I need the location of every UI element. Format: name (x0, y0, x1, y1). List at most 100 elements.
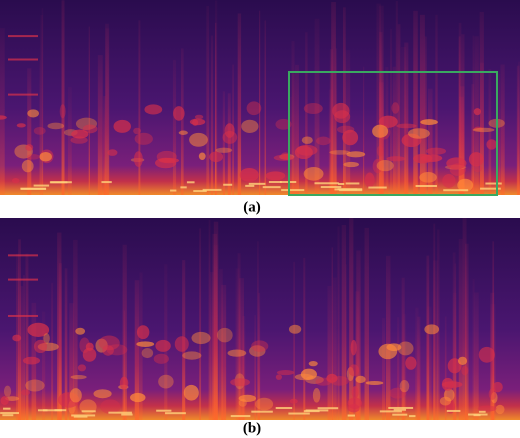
streak (242, 316, 246, 420)
formant (71, 129, 89, 139)
streak (474, 292, 479, 420)
streak (390, 29, 392, 195)
formant (130, 392, 146, 403)
harmonic (379, 410, 402, 413)
formant (16, 123, 26, 128)
formant (136, 341, 155, 347)
streak (417, 316, 421, 420)
streak (41, 311, 46, 420)
formant (3, 385, 12, 397)
formant (276, 370, 295, 376)
streak (210, 35, 214, 195)
streak (138, 20, 141, 195)
formant (133, 127, 142, 135)
streak (401, 277, 405, 420)
harmonic (223, 183, 233, 186)
formant (158, 374, 174, 389)
formant (326, 373, 338, 383)
formant (178, 130, 188, 135)
harmonic (186, 181, 195, 184)
harmonic (230, 415, 251, 418)
formant (491, 392, 498, 404)
harmonic (33, 184, 50, 187)
tone (8, 35, 38, 38)
formant (389, 387, 407, 399)
streak (424, 36, 427, 195)
streak (471, 84, 475, 195)
streak (395, 1, 398, 195)
streak (397, 317, 400, 420)
formant (457, 178, 474, 192)
formant (156, 150, 177, 163)
formant (227, 349, 247, 357)
formant (216, 327, 233, 343)
harmonic (317, 407, 339, 410)
formant (442, 173, 456, 188)
formant (12, 334, 22, 342)
streak (462, 218, 467, 420)
formant (27, 109, 40, 118)
tone (8, 278, 38, 281)
formant (275, 374, 282, 380)
spectrogram-b-texture (0, 218, 505, 420)
formant (486, 139, 497, 150)
formant (191, 331, 211, 345)
formant (11, 177, 20, 184)
formant (192, 119, 199, 126)
harmonic (320, 186, 342, 189)
formant (477, 405, 497, 412)
formant (308, 360, 318, 367)
streak (516, 65, 520, 195)
harmonic (248, 182, 266, 185)
formant (136, 325, 150, 340)
formant (134, 132, 153, 145)
formant (376, 145, 384, 157)
streak (435, 14, 438, 195)
harmonic (49, 181, 68, 184)
formant (303, 102, 323, 115)
formant (407, 128, 430, 139)
streak (331, 247, 333, 420)
formant (189, 132, 208, 147)
harmonic (71, 414, 96, 417)
formant (238, 398, 247, 407)
harmonic (392, 413, 408, 416)
formant (141, 347, 154, 359)
formant (342, 129, 359, 146)
harmonic (156, 409, 172, 412)
streak (40, 14, 44, 195)
harmonic (478, 410, 486, 413)
streak (57, 232, 62, 420)
streak (413, 10, 418, 195)
harmonic (3, 407, 11, 410)
formant (399, 380, 410, 393)
harmonic (202, 188, 222, 191)
formant (182, 351, 202, 360)
formant (478, 346, 495, 363)
streak (289, 96, 293, 195)
harmonic (314, 182, 339, 185)
streak (303, 257, 306, 420)
streak (500, 64, 505, 195)
harmonic (446, 409, 461, 412)
streak (20, 286, 24, 420)
streak (199, 228, 202, 420)
streak (379, 82, 384, 195)
harmonic (251, 410, 273, 413)
harmonic (0, 412, 19, 415)
tone (8, 93, 38, 96)
formant (70, 136, 88, 144)
streak (258, 293, 261, 420)
harmonic (288, 412, 310, 415)
streak (206, 5, 210, 195)
streak (427, 88, 433, 195)
formant (21, 159, 34, 173)
formant (396, 123, 417, 129)
formant (100, 399, 121, 414)
harmonic (42, 409, 62, 412)
formant (426, 147, 447, 155)
streak (291, 73, 296, 195)
streak (264, 20, 267, 195)
formant (0, 115, 7, 120)
streak (415, 307, 419, 420)
